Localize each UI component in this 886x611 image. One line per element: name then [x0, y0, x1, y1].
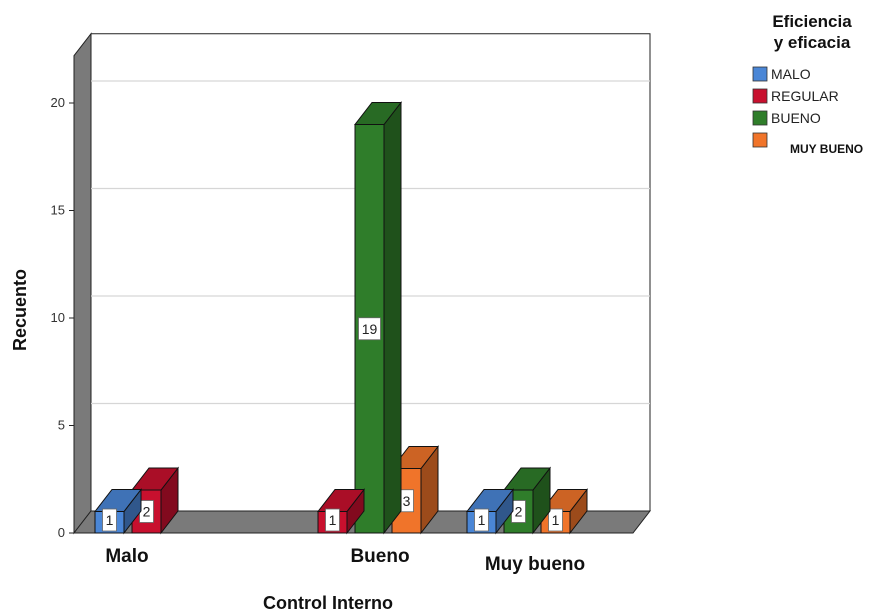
legend-label: REGULAR: [771, 88, 839, 104]
bar-bueno-muy-bueno: 3: [390, 445, 440, 535]
bar-muy-bueno-malo: 1: [465, 488, 515, 535]
data-label: 1: [329, 512, 337, 528]
y-tick-label: 5: [58, 418, 65, 433]
legend-swatch: [752, 66, 768, 82]
legend-swatch: [752, 88, 768, 104]
data-label: 3: [403, 493, 411, 509]
x-axis-title: Control Interno: [263, 593, 393, 611]
data-label: 1: [106, 512, 114, 528]
data-label: 19: [362, 321, 378, 337]
left-wall: [73, 32, 92, 535]
legend-label: BUENO: [771, 110, 821, 126]
data-label-box: [548, 508, 563, 532]
x-category-label: Malo: [105, 546, 148, 567]
x-category-label: Muy bueno: [485, 554, 585, 575]
data-label-box: [358, 317, 381, 341]
data-label-box: [325, 508, 340, 532]
bar-bueno-bueno: 19: [353, 101, 403, 535]
bars: 1 2 1 3 19 1 2 1: [93, 101, 589, 535]
x-axis-categories: Malo Bueno Muy bueno: [105, 546, 585, 575]
y-tick-label: 10: [51, 310, 65, 325]
bar-malo-malo: 1: [93, 488, 143, 535]
back-wall-frame: [91, 33, 651, 511]
bar-muy-bueno-muy-bueno: 1: [539, 488, 589, 535]
data-label: 2: [515, 504, 523, 520]
data-label: 1: [478, 512, 486, 528]
y-tick-label: 0: [58, 525, 65, 540]
y-axis-title: Recuento: [10, 269, 30, 351]
legend: Eficiencia y eficacia MALO REGULAR BUENO MUY …: [752, 12, 863, 156]
data-label-box: [102, 508, 117, 532]
legend-label: MUY BUENO: [790, 142, 863, 156]
y-tick-label: 15: [51, 203, 65, 218]
bar-side: [383, 101, 402, 535]
legend-title: Eficiencia: [772, 12, 852, 31]
y-tick-label: 20: [51, 95, 65, 110]
data-label: 1: [552, 512, 560, 528]
data-label-box: [474, 508, 489, 532]
bar-bueno-regular: 1: [316, 488, 366, 535]
y-axis-ticks: 0 5 10 15 20: [51, 95, 74, 540]
legend-title: y eficacia: [774, 33, 851, 52]
legend-swatch: [752, 132, 768, 148]
data-label: 2: [143, 504, 151, 520]
legend-swatch: [752, 110, 768, 126]
x-category-label: Bueno: [350, 546, 409, 567]
legend-label: MALO: [771, 66, 811, 82]
